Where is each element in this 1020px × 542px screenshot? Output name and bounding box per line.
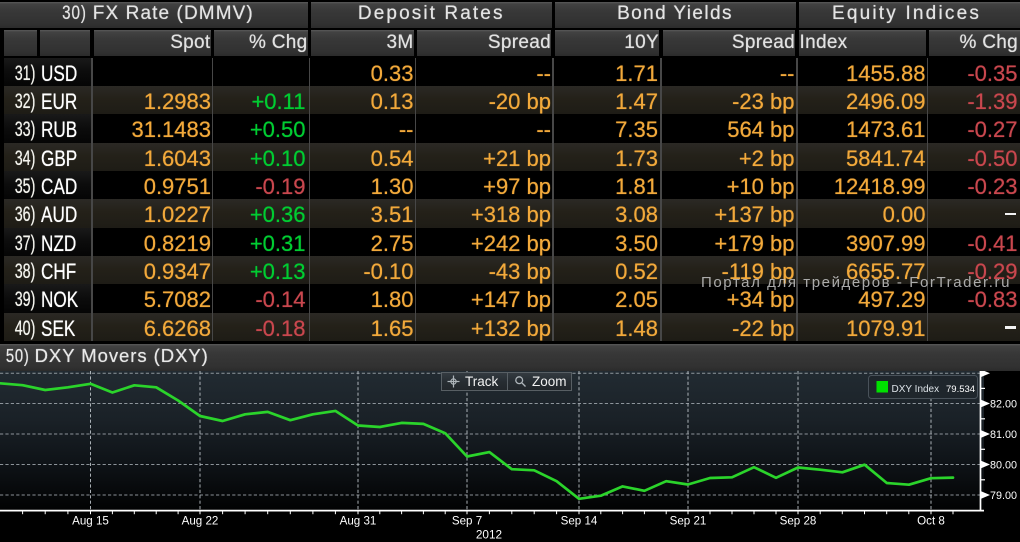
svg-text:Oct 8: Oct 8 — [917, 515, 945, 528]
svg-text:82.00: 82.00 — [990, 399, 1017, 411]
svg-text:Sep 28: Sep 28 — [780, 515, 817, 528]
svg-text:DXY Index: DXY Index — [892, 384, 940, 395]
svg-text:2012: 2012 — [476, 528, 502, 542]
svg-text:80.00: 80.00 — [990, 460, 1017, 472]
svg-text:Sep 7: Sep 7 — [452, 515, 482, 528]
svg-text:Aug 15: Aug 15 — [72, 515, 109, 528]
svg-text:79.534: 79.534 — [946, 384, 975, 395]
svg-text:79.00: 79.00 — [990, 490, 1017, 502]
svg-text:Sep 21: Sep 21 — [670, 515, 707, 528]
svg-text:Sep 14: Sep 14 — [561, 515, 598, 528]
svg-text:81.00: 81.00 — [990, 429, 1017, 441]
svg-text:Aug 22: Aug 22 — [182, 515, 219, 528]
svg-text:Aug 31: Aug 31 — [340, 515, 377, 528]
